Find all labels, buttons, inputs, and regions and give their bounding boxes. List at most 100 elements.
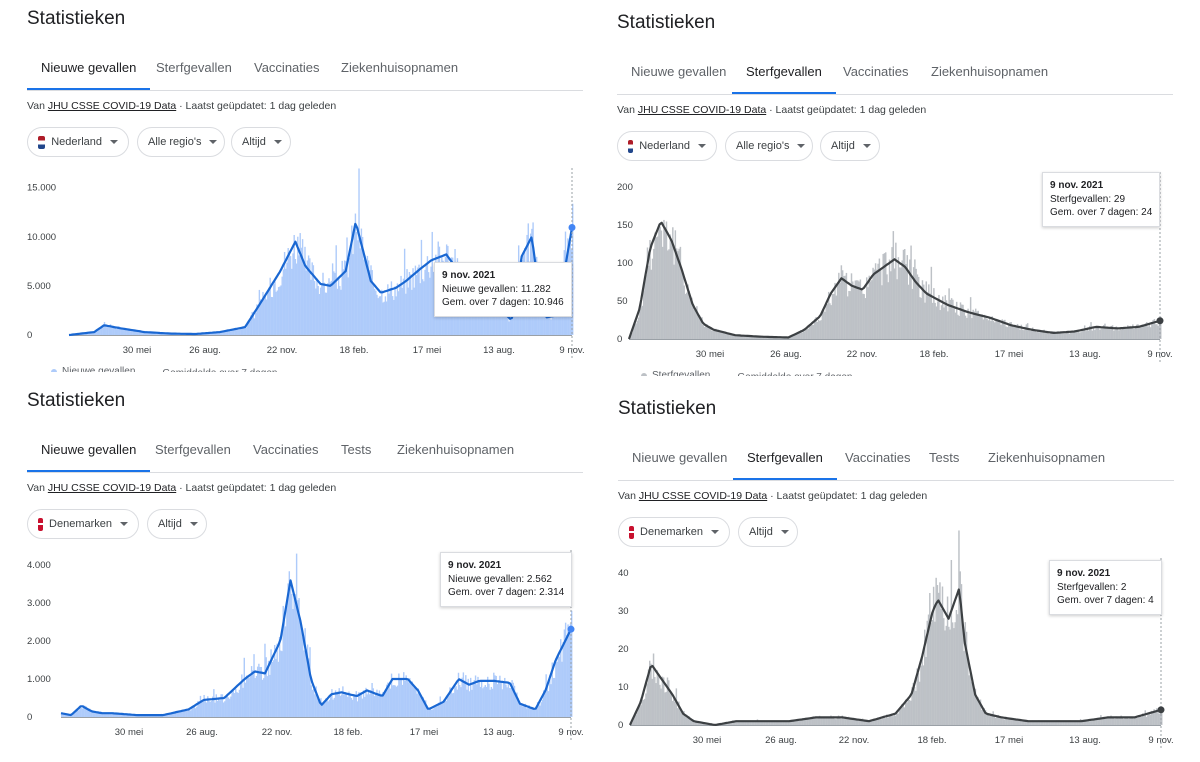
daily-bar xyxy=(645,275,646,339)
daily-bar xyxy=(1009,719,1010,725)
x-tick-label: 13 aug. xyxy=(483,727,515,738)
daily-bar xyxy=(844,276,845,339)
daily-bar xyxy=(454,687,455,717)
y-tick-label: 0 xyxy=(27,712,32,723)
daily-bar xyxy=(237,330,238,335)
daily-bar xyxy=(1033,331,1034,339)
daily-bar xyxy=(664,227,665,339)
daily-bar xyxy=(656,237,657,339)
daily-bar xyxy=(109,327,110,335)
daily-bar xyxy=(492,689,493,717)
daily-bar xyxy=(973,693,974,725)
daily-bar xyxy=(180,712,181,717)
daily-bar xyxy=(984,315,985,339)
daily-bar xyxy=(263,297,264,335)
daily-bar xyxy=(1023,330,1024,339)
daily-bar xyxy=(430,709,431,717)
daily-bar xyxy=(637,321,638,339)
daily-bar xyxy=(986,319,987,339)
daily-bar xyxy=(457,690,458,717)
daily-bar xyxy=(685,294,686,339)
daily-bar xyxy=(805,329,806,339)
daily-bar xyxy=(694,310,695,339)
daily-bar xyxy=(657,237,658,339)
daily-bar xyxy=(1011,720,1012,725)
daily-bar xyxy=(255,313,256,335)
daily-bar xyxy=(650,664,651,725)
daily-bar xyxy=(239,690,240,717)
daily-bar xyxy=(569,633,570,717)
daily-bar xyxy=(1101,719,1102,725)
daily-bar xyxy=(991,715,992,725)
daily-bar xyxy=(1100,327,1101,339)
daily-bar xyxy=(983,319,984,339)
daily-bar xyxy=(431,710,432,717)
x-tick-label: 18 feb. xyxy=(917,735,946,746)
tooltip-date: 9 nov. 2021 xyxy=(448,559,564,573)
tooltip-date: 9 nov. 2021 xyxy=(1050,179,1152,193)
daily-bar xyxy=(106,327,107,335)
daily-bar xyxy=(890,271,891,339)
daily-bar xyxy=(410,274,411,335)
y-tick-label: 3.000 xyxy=(27,598,51,609)
daily-bar xyxy=(318,701,319,717)
daily-bar xyxy=(228,697,229,717)
daily-bar xyxy=(1099,330,1100,339)
daily-bar xyxy=(935,578,936,725)
daily-bar xyxy=(811,325,812,339)
daily-bar xyxy=(281,651,282,717)
daily-bar xyxy=(558,316,559,335)
hover-point xyxy=(1157,317,1164,324)
daily-bar xyxy=(508,684,509,717)
daily-bar xyxy=(1000,325,1001,339)
daily-bar xyxy=(1013,327,1014,339)
daily-bar xyxy=(655,683,656,725)
daily-bar xyxy=(874,270,875,339)
y-tick-label: 0 xyxy=(617,334,622,345)
daily-bar xyxy=(542,316,543,335)
daily-bar xyxy=(1136,717,1137,725)
daily-bar xyxy=(1072,722,1073,725)
daily-bar xyxy=(301,631,302,717)
daily-bar xyxy=(292,253,293,335)
daily-bar xyxy=(832,718,833,725)
x-tick-label: 9 nov. xyxy=(1148,735,1173,746)
daily-bar xyxy=(332,263,333,335)
daily-bar xyxy=(417,268,418,335)
daily-bar xyxy=(328,701,329,717)
daily-bar xyxy=(311,685,312,717)
daily-bar xyxy=(330,282,331,335)
daily-bar xyxy=(520,705,521,717)
x-tick-label: 17 mei xyxy=(995,349,1024,360)
daily-bar xyxy=(897,714,898,725)
daily-bar xyxy=(423,281,424,335)
daily-bar xyxy=(822,313,823,339)
daily-bar xyxy=(309,647,310,717)
daily-bar xyxy=(322,273,323,335)
daily-bar xyxy=(436,706,437,717)
daily-bar xyxy=(1113,331,1114,339)
daily-bar xyxy=(267,291,268,335)
daily-bar xyxy=(813,325,814,339)
daily-bar xyxy=(327,283,328,335)
daily-bar xyxy=(299,233,300,335)
daily-bar xyxy=(550,684,551,717)
daily-bar xyxy=(315,288,316,335)
daily-bar xyxy=(367,694,368,717)
daily-bar xyxy=(375,693,376,717)
daily-bar xyxy=(1035,330,1036,339)
daily-bar xyxy=(905,264,906,339)
daily-bar xyxy=(1148,713,1149,725)
daily-bar xyxy=(1141,327,1142,339)
daily-bar xyxy=(665,692,666,725)
daily-bar xyxy=(964,311,965,339)
x-tick-label: 26 aug. xyxy=(770,349,802,360)
daily-bar xyxy=(1151,322,1152,339)
daily-bar xyxy=(921,656,922,725)
daily-bar xyxy=(995,321,996,339)
daily-bar xyxy=(989,716,990,725)
daily-bar xyxy=(302,637,303,717)
daily-bar xyxy=(895,716,896,725)
daily-bar xyxy=(218,698,219,717)
daily-bar xyxy=(371,683,372,717)
